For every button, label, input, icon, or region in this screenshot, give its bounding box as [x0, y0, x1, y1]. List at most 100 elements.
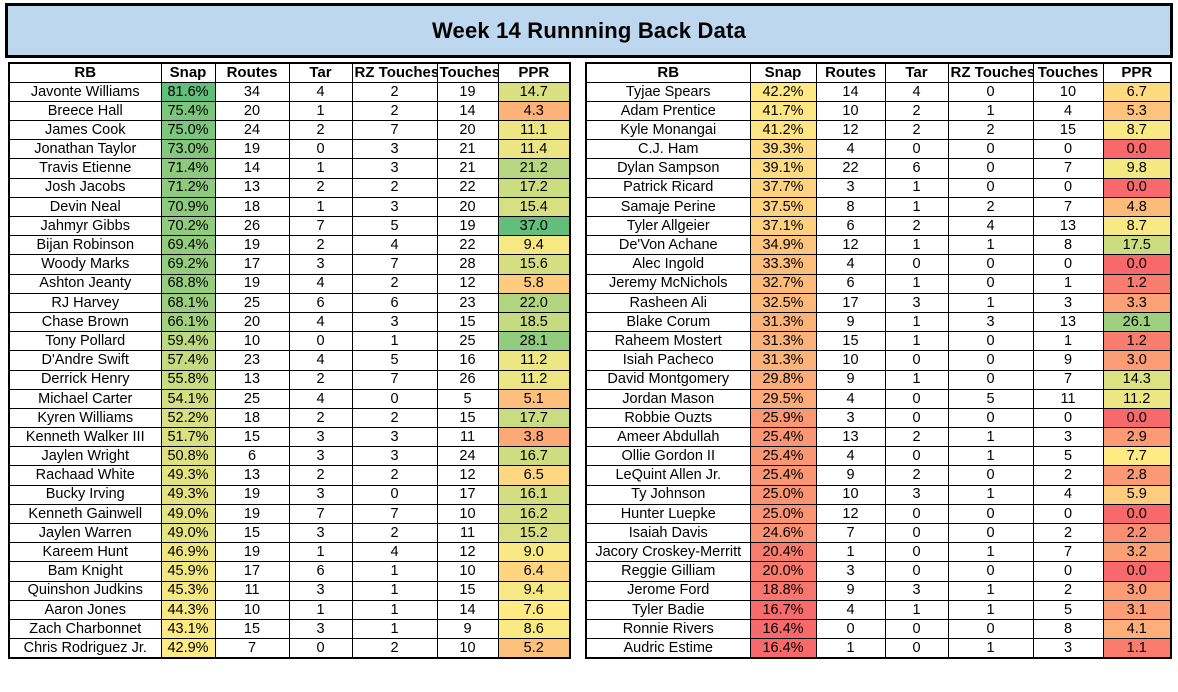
routes-cell: 0 [815, 618, 886, 640]
snap-cell: 39.1% [749, 158, 817, 179]
snap-cell: 25.4% [749, 427, 817, 448]
ppr-cell: 9.4 [497, 580, 571, 601]
ppr-cell: 17.7 [497, 407, 571, 429]
ppr-cell: 3.0 [1102, 350, 1172, 371]
rz-touches-cell: 5 [947, 388, 1034, 409]
snap-cell: 49.0% [160, 522, 216, 544]
ppr-cell: 9.0 [497, 542, 571, 563]
routes-cell: 3 [815, 177, 886, 198]
column-header-snap: Snap [160, 62, 216, 83]
tar-cell: 1 [288, 542, 353, 563]
page-title: Week 14 Runnning Back Data [431, 17, 747, 43]
snap-cell: 50.8% [160, 446, 216, 467]
snap-cell: 75.0% [160, 120, 216, 141]
touches-cell: 15 [436, 580, 499, 601]
snap-cell: 18.8% [749, 580, 817, 601]
ppr-cell: 11.2 [497, 369, 571, 390]
rz-touches-cell: 2 [351, 465, 438, 486]
touches-cell: 12 [436, 273, 499, 294]
rz-touches-cell: 0 [947, 369, 1034, 390]
rb-name-cell: Isiah Pacheco [585, 350, 751, 371]
column-header-routes: Routes [214, 62, 290, 83]
routes-cell: 10 [815, 100, 886, 122]
snap-cell: 70.9% [160, 196, 216, 218]
rz-touches-cell: 1 [351, 599, 438, 620]
snap-cell: 75.4% [160, 100, 216, 122]
tar-cell: 0 [884, 638, 949, 659]
snap-cell: 31.3% [749, 331, 817, 352]
ppr-cell: 11.1 [497, 120, 571, 141]
rb-name-cell: Ashton Jeanty [8, 273, 162, 294]
ppr-cell: 18.5 [497, 311, 571, 333]
table-body: Javonte Williams 81.6% 34 4 2 19 14.7 Breece Ha… [8, 81, 571, 659]
tar-cell: 3 [288, 254, 353, 275]
rz-touches-cell: 3 [351, 158, 438, 179]
routes-cell: 4 [815, 139, 886, 160]
touches-cell: 17 [436, 484, 499, 505]
ppr-cell: 3.8 [497, 427, 571, 448]
table-row: Blake Corum 31.3% 9 1 3 13 26.1 [585, 311, 1172, 333]
table-row: Isaiah Davis 24.6% 7 0 0 2 2.2 [585, 522, 1172, 544]
routes-cell: 8 [815, 196, 886, 218]
ppr-cell: 5.1 [497, 388, 571, 409]
touches-cell: 0 [1032, 139, 1104, 160]
touches-cell: 11 [436, 427, 499, 448]
touches-cell: 0 [1032, 407, 1104, 429]
touches-cell: 9 [1032, 350, 1104, 371]
rz-touches-cell: 5 [351, 215, 438, 237]
touches-cell: 15 [1032, 120, 1104, 141]
routes-cell: 14 [214, 158, 290, 179]
routes-cell: 11 [214, 580, 290, 601]
rz-touches-cell: 0 [947, 177, 1034, 198]
rb-name-cell: Jaylen Warren [8, 522, 162, 544]
table-row: Zach Charbonnet 43.1% 15 3 1 9 8.6 [8, 618, 571, 640]
snap-cell: 37.5% [749, 196, 817, 218]
table-row: Ollie Gordon II 25.4% 4 0 1 5 7.7 [585, 446, 1172, 467]
touches-cell: 0 [1032, 503, 1104, 525]
table-body: Tyjae Spears 42.2% 14 4 0 10 6.7 Adam Prentice 4… [585, 81, 1172, 659]
ppr-cell: 6.7 [1102, 81, 1172, 102]
tar-cell: 1 [884, 273, 949, 294]
rb-name-cell: Hunter Luepke [585, 503, 751, 525]
rb-name-cell: Jaylen Wright [8, 446, 162, 467]
table-row: Woody Marks 69.2% 17 3 7 28 15.6 [8, 254, 571, 275]
snap-cell: 31.3% [749, 350, 817, 371]
touches-cell: 0 [1032, 177, 1104, 198]
touches-cell: 3 [1032, 292, 1104, 313]
rb-name-cell: Tyler Badie [585, 599, 751, 620]
tar-cell: 0 [884, 446, 949, 467]
rb-name-cell: Jahmyr Gibbs [8, 215, 162, 237]
table-row: Samaje Perine 37.5% 8 1 2 7 4.8 [585, 196, 1172, 218]
ppr-cell: 2.8 [1102, 465, 1172, 486]
ppr-cell: 16.7 [497, 446, 571, 467]
tar-cell: 3 [288, 580, 353, 601]
rb-name-cell: Rachaad White [8, 465, 162, 486]
rb-name-cell: Isaiah Davis [585, 522, 751, 544]
touches-cell: 26 [436, 369, 499, 390]
touches-cell: 2 [1032, 580, 1104, 601]
rz-touches-cell: 2 [947, 196, 1034, 218]
table-row: C.J. Ham 39.3% 4 0 0 0 0.0 [585, 139, 1172, 160]
rb-name-cell: James Cook [8, 120, 162, 141]
rz-touches-cell: 1 [947, 580, 1034, 601]
snap-cell: 51.7% [160, 427, 216, 448]
touches-cell: 15 [436, 407, 499, 429]
tar-cell: 0 [884, 542, 949, 563]
touches-cell: 4 [1032, 484, 1104, 505]
snap-cell: 41.7% [749, 100, 817, 122]
snap-cell: 49.3% [160, 465, 216, 486]
rb-data-table-right: RB Snap Routes Tar RZ Touches Touches PPR Tyja… [585, 62, 1172, 659]
rb-name-cell: Patrick Ricard [585, 177, 751, 198]
ppr-cell: 1.2 [1102, 331, 1172, 352]
snap-cell: 25.0% [749, 484, 817, 505]
table-row: Jacory Croskey-Merritt 20.4% 1 0 1 7 3.2 [585, 542, 1172, 563]
snap-cell: 69.2% [160, 254, 216, 275]
touches-cell: 13 [1032, 311, 1104, 333]
routes-cell: 23 [214, 350, 290, 371]
table-row: Audric Estime 16.4% 1 0 1 3 1.1 [585, 638, 1172, 659]
routes-cell: 10 [214, 599, 290, 620]
ppr-cell: 5.8 [497, 273, 571, 294]
touches-cell: 19 [436, 215, 499, 237]
routes-cell: 18 [214, 196, 290, 218]
ppr-cell: 6.4 [497, 561, 571, 582]
